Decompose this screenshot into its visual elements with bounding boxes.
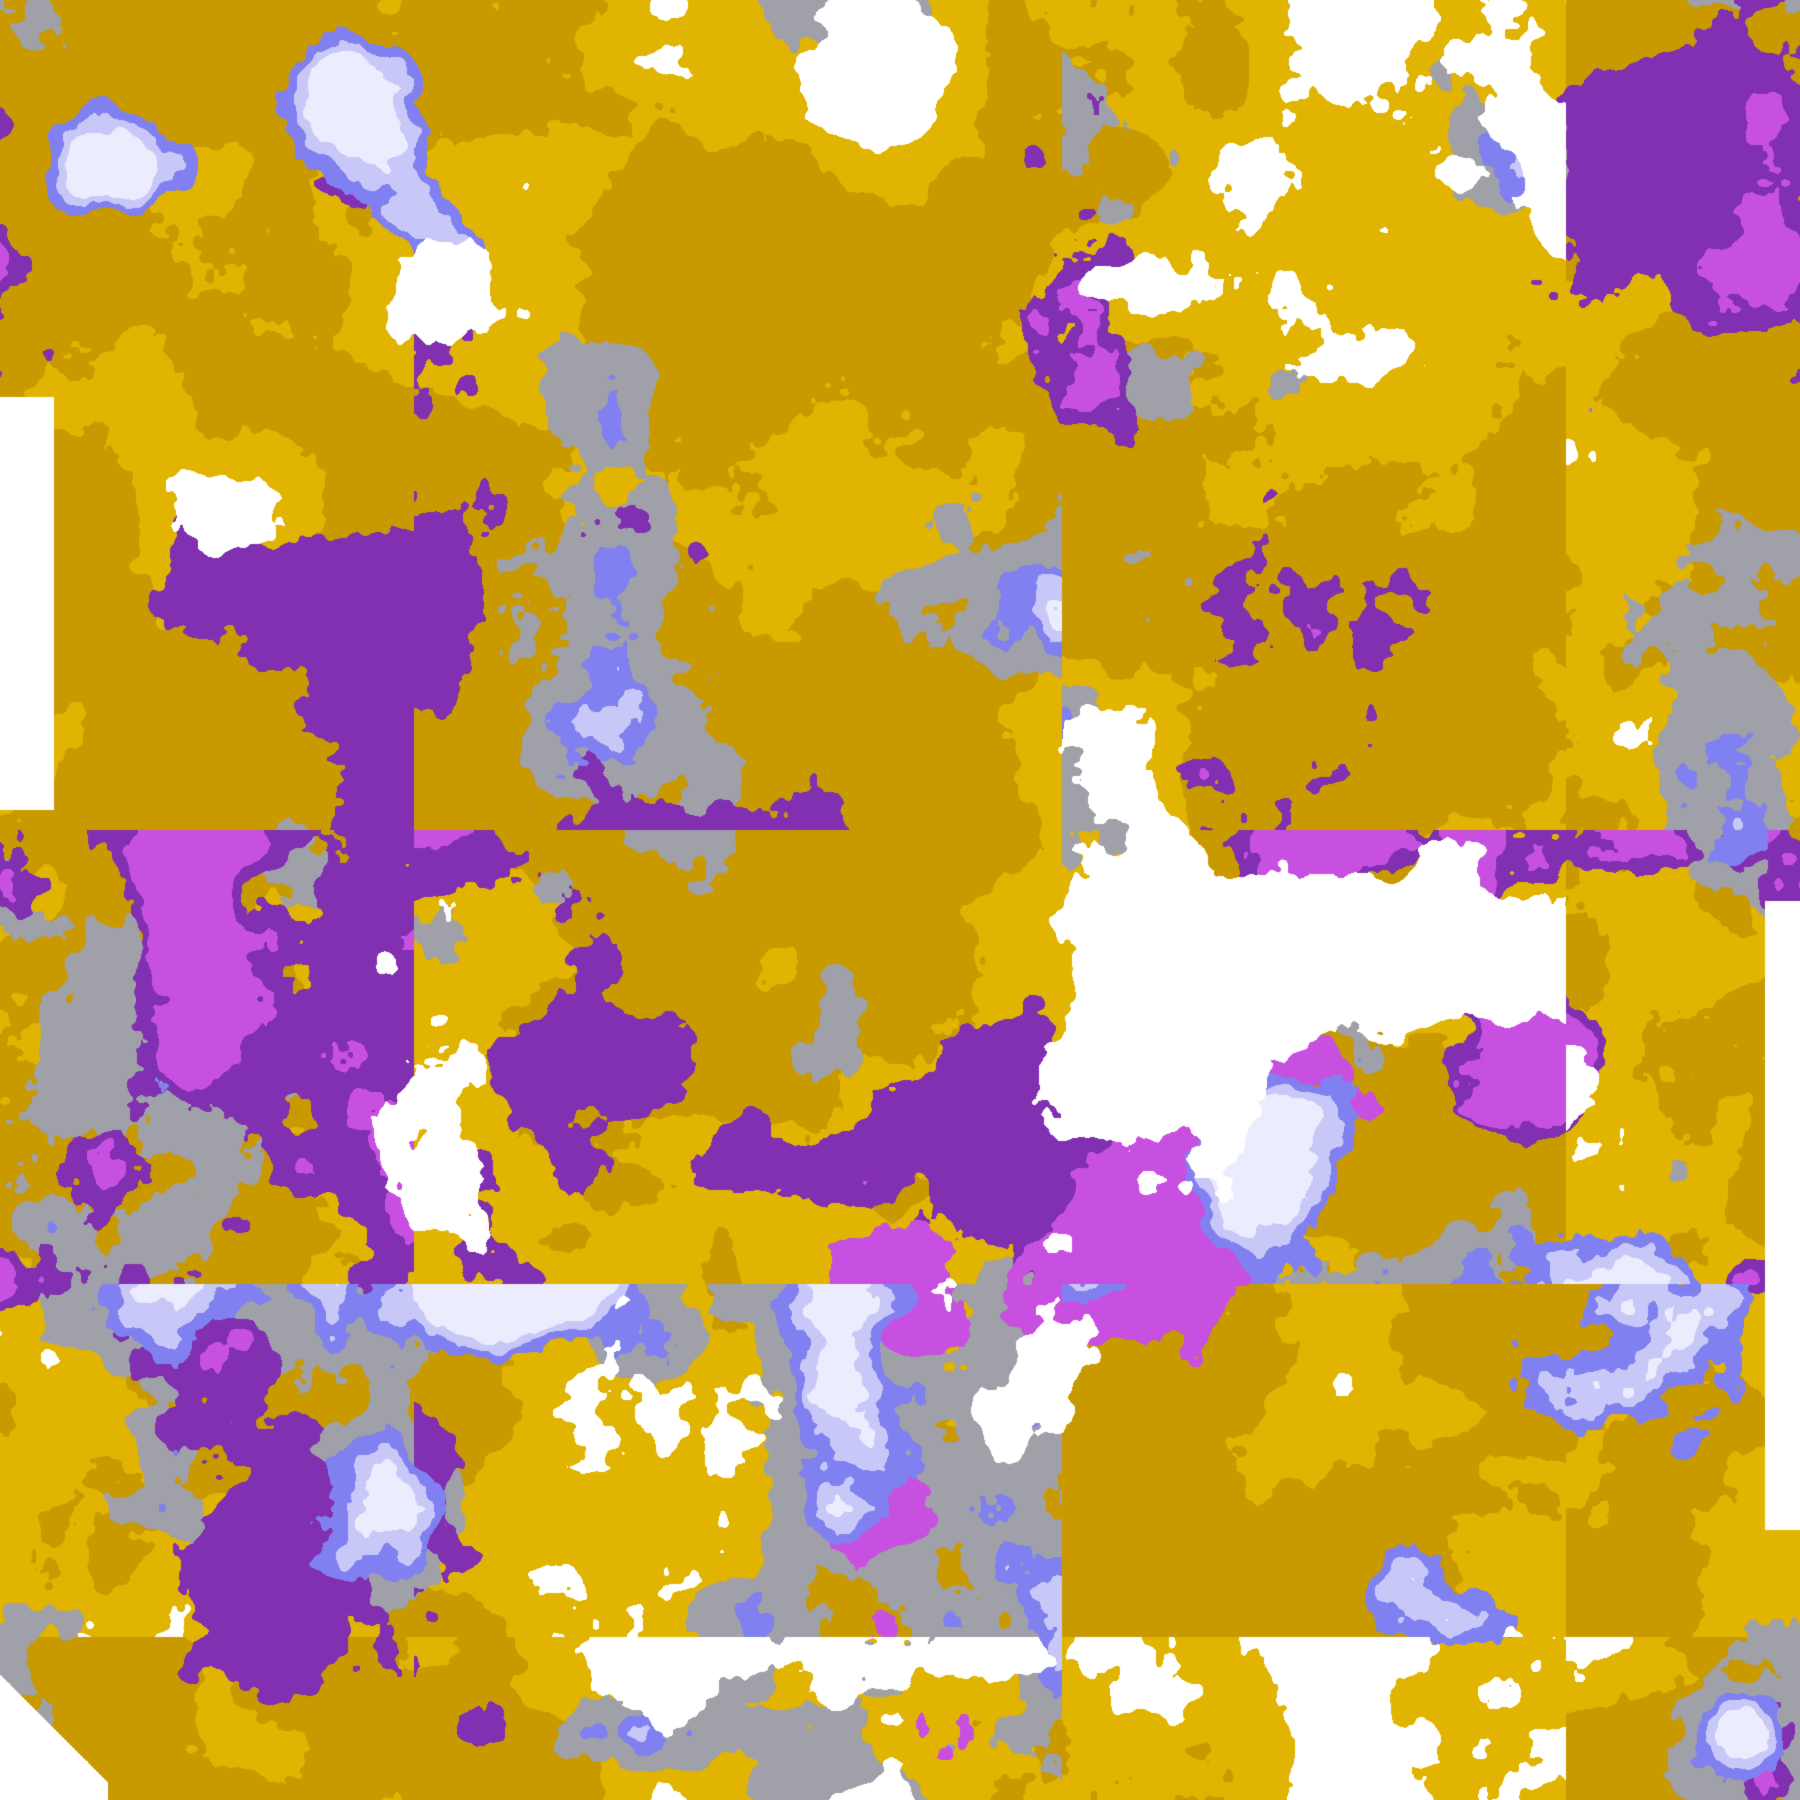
classification-raster: [0, 0, 1800, 1800]
satellite-classification-map: [0, 0, 1800, 1800]
